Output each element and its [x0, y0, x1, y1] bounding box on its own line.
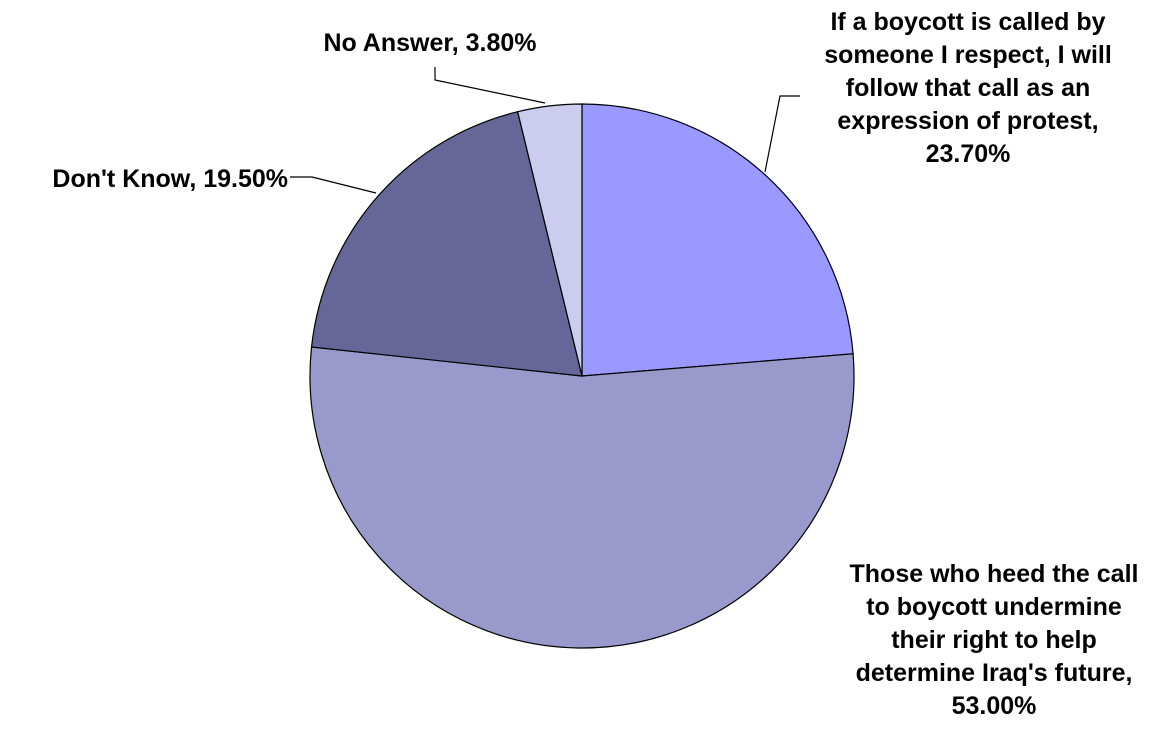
label-line: 53.00% — [952, 692, 1037, 720]
label-line: follow that call as an — [846, 74, 1091, 102]
slice-no-answer — [516, 103, 583, 377]
pie-slices — [309, 103, 855, 649]
slice-dont-know — [310, 110, 583, 377]
slice-label-dont-know: Don't Know, 19.50% — [52, 165, 288, 193]
label-line: 23.70% — [926, 140, 1011, 168]
slice-labels: If a boycott is called by someone I respe… — [52, 8, 1138, 720]
label-line: someone I respect, I will — [824, 41, 1112, 69]
label-line: Those who heed the call — [850, 560, 1139, 588]
slice-label-undermine: Those who heed the call to boycott underm… — [850, 560, 1139, 720]
leader-line-dont-know — [290, 176, 377, 194]
slice-protest — [581, 103, 854, 377]
label-line: expression of protest, — [837, 107, 1098, 135]
slice-undermine — [309, 346, 855, 649]
leader-line-no-answer — [434, 67, 546, 104]
label-line: determine Iraq's future, — [856, 659, 1133, 687]
label-line: If a boycott is called by — [830, 8, 1105, 36]
label-line: Don't Know, 19.50% — [52, 165, 288, 193]
leader-line-protest — [764, 95, 800, 173]
label-line: to boycott undermine — [866, 593, 1122, 621]
slice-label-protest: If a boycott is called by someone I respe… — [824, 8, 1112, 168]
slice-label-no-answer: No Answer, 3.80% — [323, 29, 536, 57]
leader-lines — [290, 67, 800, 194]
label-line: No Answer, 3.80% — [323, 29, 536, 57]
label-line: their right to help — [891, 626, 1097, 654]
